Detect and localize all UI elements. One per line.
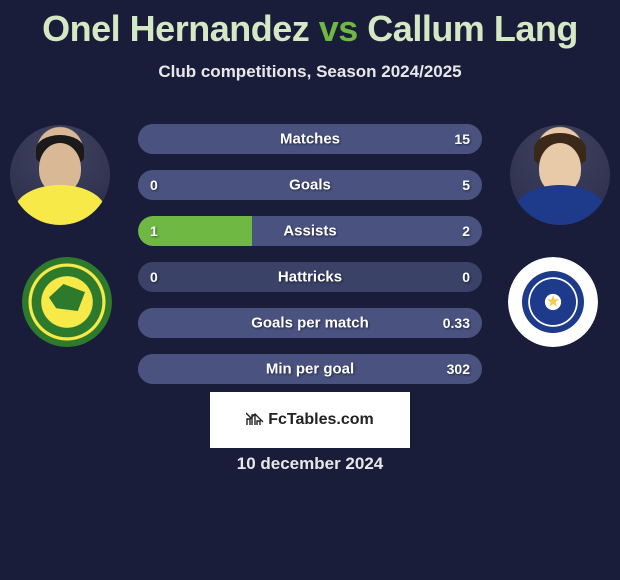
stat-value-right: 5 — [462, 177, 470, 193]
chart-icon — [246, 412, 264, 429]
subtitle: Club competitions, Season 2024/2025 — [0, 62, 620, 82]
avatar-shoulders — [515, 185, 605, 225]
stat-value-right: 0 — [462, 269, 470, 285]
avatar-shoulders — [15, 185, 105, 225]
player2-avatar — [510, 125, 610, 225]
player2-club-crest — [508, 257, 598, 347]
comparison-title: Onel Hernandez vs Callum Lang — [0, 0, 620, 50]
player1-avatar — [10, 125, 110, 225]
crest-icon — [22, 257, 112, 347]
stat-label: Hattricks — [278, 269, 342, 286]
stat-bar: Hattricks 0 0 — [138, 262, 482, 292]
stat-label: Assists — [283, 223, 336, 240]
branding-text: FcTables.com — [268, 411, 374, 429]
stat-bar: Matches 15 — [138, 124, 482, 154]
stat-value-right: 302 — [447, 361, 470, 377]
player1-name: Onel Hernandez — [42, 8, 309, 49]
stat-value-left: 0 — [150, 177, 158, 193]
stat-label: Goals per match — [251, 315, 369, 332]
stat-bar: Min per goal 302 — [138, 354, 482, 384]
stat-value-left: 1 — [150, 223, 158, 239]
stat-value-left: 0 — [150, 269, 158, 285]
date-text: 10 december 2024 — [0, 454, 620, 474]
player2-name: Callum Lang — [367, 8, 578, 49]
stat-label: Matches — [280, 131, 340, 148]
stat-bar: Goals 0 5 — [138, 170, 482, 200]
stat-value-right: 2 — [462, 223, 470, 239]
stat-label: Goals — [289, 177, 331, 194]
vs-text: vs — [319, 8, 358, 49]
stat-label: Min per goal — [266, 361, 354, 378]
stat-bar: Assists 1 2 — [138, 216, 482, 246]
stats-bars: Matches15Goals05Assists12Hattricks00Goal… — [138, 124, 482, 400]
stat-bar: Goals per match 0.33 — [138, 308, 482, 338]
stat-value-right: 15 — [454, 131, 470, 147]
player1-club-crest — [22, 257, 112, 347]
crest-icon — [508, 257, 598, 347]
stat-value-right: 0.33 — [443, 315, 470, 331]
branding-badge: FcTables.com — [210, 392, 410, 448]
